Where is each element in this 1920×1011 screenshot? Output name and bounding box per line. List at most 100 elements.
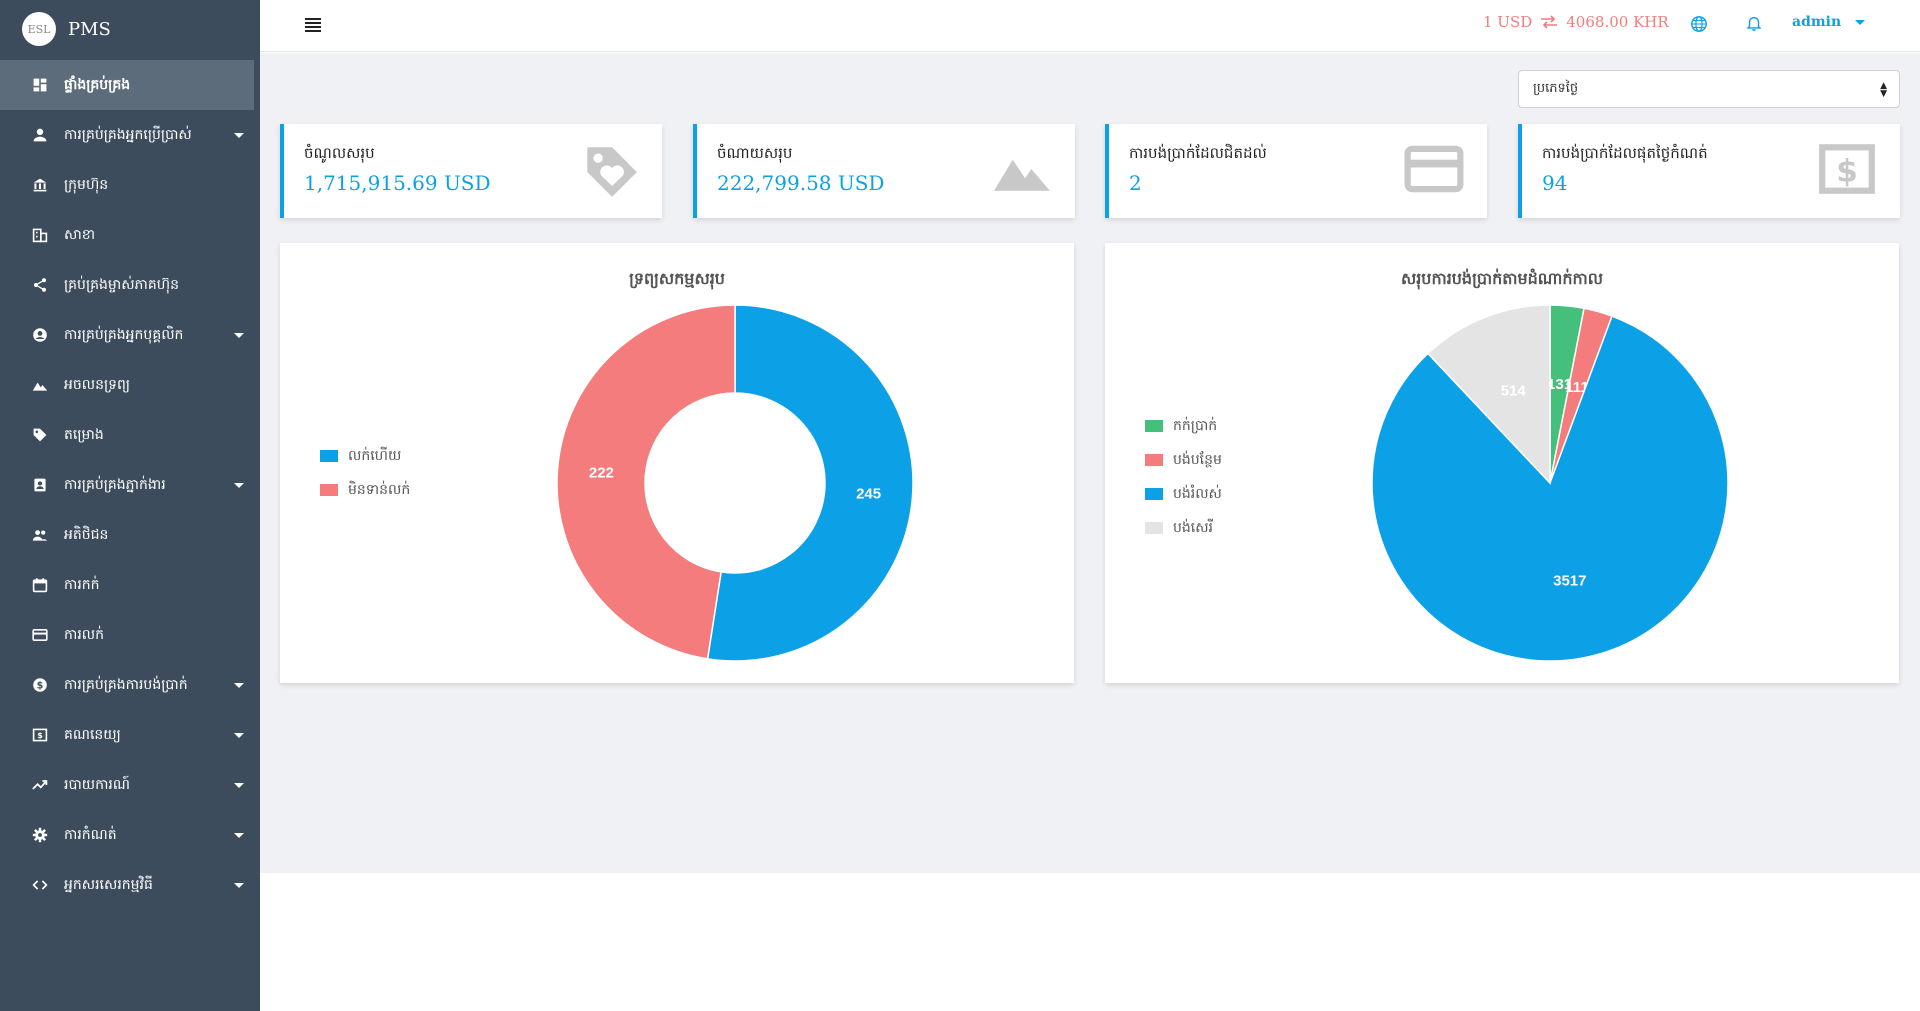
stat-card[interactable]: ការបង់ប្រាក់ដែលជិតដល់ 2 xyxy=(1105,124,1487,218)
legend-item[interactable]: បង់រំលស់ xyxy=(1145,477,1222,511)
sidebar-item[interactable]: អ្នកសរសេរកម្មវិធី xyxy=(0,860,260,910)
chevron-down-icon xyxy=(1855,19,1866,25)
data-label: 131 xyxy=(1547,376,1572,393)
dashboard-icon xyxy=(30,75,50,95)
money-icon: $ xyxy=(1816,138,1878,200)
stat-card-title: ការបង់ប្រាក់ដែលជិតដល់ xyxy=(1129,144,1267,162)
landscape-icon xyxy=(30,375,50,395)
sidebar-item-label: តម្រោង xyxy=(64,426,104,443)
legend-label: កក់ប្រាក់ xyxy=(1173,417,1218,434)
legend-item[interactable]: មិនទាន់លក់ xyxy=(320,473,410,507)
pie-slice[interactable] xyxy=(1371,315,1729,662)
legend-item[interactable]: កក់ប្រាក់ xyxy=(1145,409,1222,443)
chevron-down-icon xyxy=(234,132,244,138)
chevron-down-icon xyxy=(234,732,244,738)
sidebar-item[interactable]: តម្រោង xyxy=(0,410,260,460)
pie-slice[interactable] xyxy=(556,304,736,660)
stat-card-title: ការបង់ប្រាក់ដែលផុតថ្ងៃកំណត់ xyxy=(1542,144,1708,162)
rate-left: 1 USD xyxy=(1483,13,1533,31)
money-icon: $ xyxy=(30,725,50,745)
brand-name: PMS xyxy=(68,18,111,40)
data-label: 222 xyxy=(589,465,614,482)
sidebar-item[interactable]: ការគ្រប់គ្រងអ្នកប្រើប្រាស់ xyxy=(0,110,260,160)
sidebar-item[interactable]: អតិថិជន xyxy=(0,510,260,560)
sidebar-item-label: អ្នកសរសេរកម្មវិធី xyxy=(64,876,153,893)
svg-text:$: $ xyxy=(37,731,43,740)
sidebar-item[interactable]: សាខា xyxy=(0,210,260,260)
payments-chart-legend: កក់ប្រាក់បង់បន្ថែមបង់រំលស់បង់សេរី xyxy=(1145,409,1222,545)
legend-item[interactable]: បង់បន្ថែម xyxy=(1145,443,1222,477)
pie-slice[interactable] xyxy=(706,304,914,662)
globe-icon[interactable] xyxy=(1690,15,1708,33)
building-icon xyxy=(30,225,50,245)
sidebar-item-label: ការលក់ xyxy=(64,626,104,643)
sidebar-item[interactable]: ការគ្រប់គ្រងភ្នាក់ងារ xyxy=(0,460,260,510)
legend-label: បង់រំលស់ xyxy=(1173,485,1222,502)
sidebar-item-label: សាខា xyxy=(64,226,96,243)
bell-icon[interactable] xyxy=(1745,14,1763,32)
sidebar-item[interactable]: ការគ្រប់គ្រងអ្នកបុគ្គលិក xyxy=(0,310,260,360)
trending-icon xyxy=(30,775,50,795)
stat-card[interactable]: ការបង់ប្រាក់ដែលផុតថ្ងៃកំណត់ 94 $ xyxy=(1518,124,1900,218)
stat-card-title: ចំណាយសរុប xyxy=(717,144,793,162)
legend-swatch xyxy=(320,484,338,496)
menu-toggle-icon[interactable] xyxy=(305,18,321,32)
assets-doughnut-chart: 245 222 xyxy=(556,304,914,662)
sidebar-item-label: របាយការណ៍ xyxy=(64,776,130,793)
legend-item[interactable]: លក់ហើយ xyxy=(320,439,410,473)
chevron-down-icon xyxy=(234,832,244,838)
data-label: 245 xyxy=(856,485,881,502)
dollar-circle-icon: $ xyxy=(30,675,50,695)
people-icon xyxy=(30,525,50,545)
sidebar-item-label: គ្រប់គ្រងម្ចាស់ភាគហ៊ុន xyxy=(64,276,179,293)
stat-card[interactable]: ចំណូលសរុប 1,715,915.69 USD xyxy=(280,124,662,218)
stat-card-title: ចំណូលសរុប xyxy=(304,144,375,162)
landscape-icon xyxy=(991,138,1053,200)
sidebar-item[interactable]: ការកំណត់ xyxy=(0,810,260,860)
legend-swatch xyxy=(1145,522,1163,534)
sidebar-item-label: ការកក់ xyxy=(64,576,100,593)
select-arrows-icon: ▲ ▼ xyxy=(1880,81,1887,99)
sidebar-item-label: ការគ្រប់គ្រងអ្នកប្រើប្រាស់ xyxy=(64,126,192,143)
sidebar-item[interactable]: $ គណនេយ្យ xyxy=(0,710,260,760)
legend-label: មិនទាន់លក់ xyxy=(348,481,411,498)
sidebar-item-label: គណនេយ្យ xyxy=(64,726,121,743)
contact-icon xyxy=(30,475,50,495)
legend-swatch xyxy=(1145,454,1163,466)
legend-swatch xyxy=(320,450,338,462)
payments-chart-panel: សរុបការបង់ប្រាក់តាមដំណាក់កាល កក់ប្រាក់បង… xyxy=(1105,243,1899,683)
sidebar-item-label: អតិថិជន xyxy=(64,526,109,543)
exchange-icon xyxy=(1541,15,1558,29)
sidebar-item[interactable]: ផ្ទាំងគ្រប់គ្រង xyxy=(0,60,254,110)
bank-icon xyxy=(30,175,50,195)
sidebar-item[interactable]: ការលក់ xyxy=(0,610,260,660)
sidebar-item[interactable]: ការកក់ xyxy=(0,560,260,610)
payments-chart-title: សរុបការបង់ប្រាក់តាមដំណាក់កាល xyxy=(1400,269,1604,288)
date-type-select[interactable]: ប្រភេទថ្ងៃ ▲ ▼ xyxy=(1518,70,1900,108)
user-icon xyxy=(30,125,50,145)
chevron-down-icon xyxy=(234,332,244,338)
user-menu[interactable]: admin xyxy=(1792,14,1866,30)
sidebar-item[interactable]: ក្រុមហ៊ុន xyxy=(0,160,260,210)
chevron-down-icon xyxy=(234,682,244,688)
sidebar-item[interactable]: អចលនទ្រព្យ xyxy=(0,360,260,410)
sidebar-item-label: ការគ្រប់គ្រងអ្នកបុគ្គលិក xyxy=(64,326,184,343)
stat-card[interactable]: ចំណាយសរុប 222,799.58 USD xyxy=(693,124,1075,218)
stat-card-value: 222,799.58 USD xyxy=(717,171,885,195)
sidebar-item[interactable]: របាយការណ៍ xyxy=(0,760,260,810)
data-label: 3517 xyxy=(1553,573,1586,590)
pie-slice[interactable] xyxy=(1426,304,1551,485)
brand[interactable]: ESL PMS xyxy=(0,0,260,58)
sidebar-item[interactable]: គ្រប់គ្រងម្ចាស់ភាគហ៊ុន xyxy=(0,260,260,310)
legend-item[interactable]: បង់សេរី xyxy=(1145,511,1222,545)
sidebar-item-label: ក្រុមហ៊ុន xyxy=(64,176,109,193)
svg-text:$: $ xyxy=(1836,153,1858,189)
assets-chart-title: ទ្រព្យសកម្មសរុប xyxy=(629,269,725,288)
calendar-icon xyxy=(30,575,50,595)
topbar: 1 USD 4068.00 KHR admin xyxy=(260,0,1920,52)
legend-label: បង់បន្ថែម xyxy=(1173,451,1222,468)
sidebar-item[interactable]: $ ការគ្រប់គ្រងការបង់ប្រាក់ xyxy=(0,660,260,710)
sidebar-item-label: ការគ្រប់គ្រងភ្នាក់ងារ xyxy=(64,476,166,493)
svg-text:$: $ xyxy=(37,681,44,692)
